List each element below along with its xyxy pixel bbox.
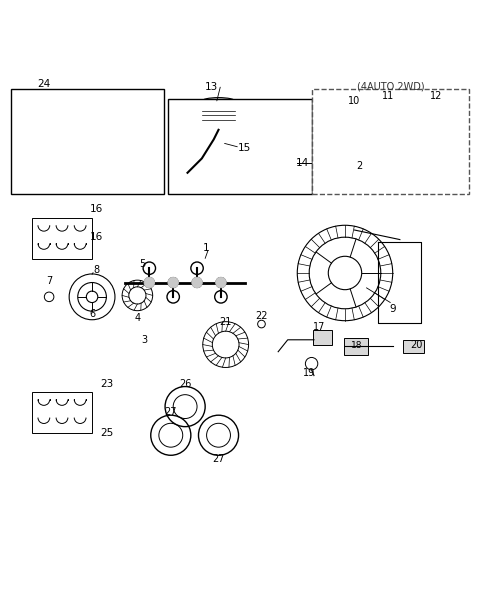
Text: 5: 5 — [139, 260, 145, 269]
Text: 12: 12 — [430, 91, 442, 102]
Text: 18: 18 — [351, 342, 363, 350]
FancyBboxPatch shape — [403, 340, 424, 353]
Bar — [168, 98, 312, 194]
Text: 22: 22 — [255, 311, 268, 321]
Text: 1: 1 — [204, 243, 210, 253]
Circle shape — [168, 277, 179, 288]
Text: 6: 6 — [89, 309, 95, 319]
Text: 3: 3 — [142, 335, 148, 345]
Text: 13: 13 — [205, 82, 218, 92]
Text: 8: 8 — [94, 264, 100, 275]
Text: 11: 11 — [382, 91, 394, 102]
FancyBboxPatch shape — [312, 330, 332, 345]
Text: 23: 23 — [100, 379, 113, 389]
Text: 19: 19 — [303, 368, 315, 378]
Text: 9: 9 — [389, 304, 396, 314]
Text: 25: 25 — [100, 428, 113, 438]
Text: 26: 26 — [179, 379, 192, 389]
FancyBboxPatch shape — [344, 339, 368, 354]
Text: 17: 17 — [312, 322, 325, 332]
Bar — [33, 392, 92, 433]
Text: 27: 27 — [212, 454, 225, 464]
Text: 16: 16 — [90, 232, 104, 242]
Text: 24: 24 — [38, 80, 51, 89]
Text: (4AUTO 2WD): (4AUTO 2WD) — [357, 82, 424, 92]
Text: 14: 14 — [295, 158, 309, 168]
Bar — [33, 218, 92, 258]
Circle shape — [192, 277, 202, 288]
Text: 4: 4 — [134, 313, 141, 323]
Bar — [11, 89, 164, 194]
Ellipse shape — [202, 98, 235, 105]
Bar — [202, 101, 235, 130]
Text: 15: 15 — [238, 143, 252, 153]
Text: 20: 20 — [410, 339, 423, 350]
Circle shape — [144, 277, 155, 288]
Text: 2: 2 — [356, 161, 362, 171]
Text: 21: 21 — [219, 317, 232, 326]
FancyBboxPatch shape — [312, 89, 469, 194]
Text: 7: 7 — [46, 276, 52, 286]
Text: 16: 16 — [90, 204, 104, 213]
FancyBboxPatch shape — [317, 133, 332, 150]
Text: 10: 10 — [348, 96, 360, 106]
Circle shape — [216, 277, 226, 288]
Text: 27: 27 — [165, 407, 177, 417]
